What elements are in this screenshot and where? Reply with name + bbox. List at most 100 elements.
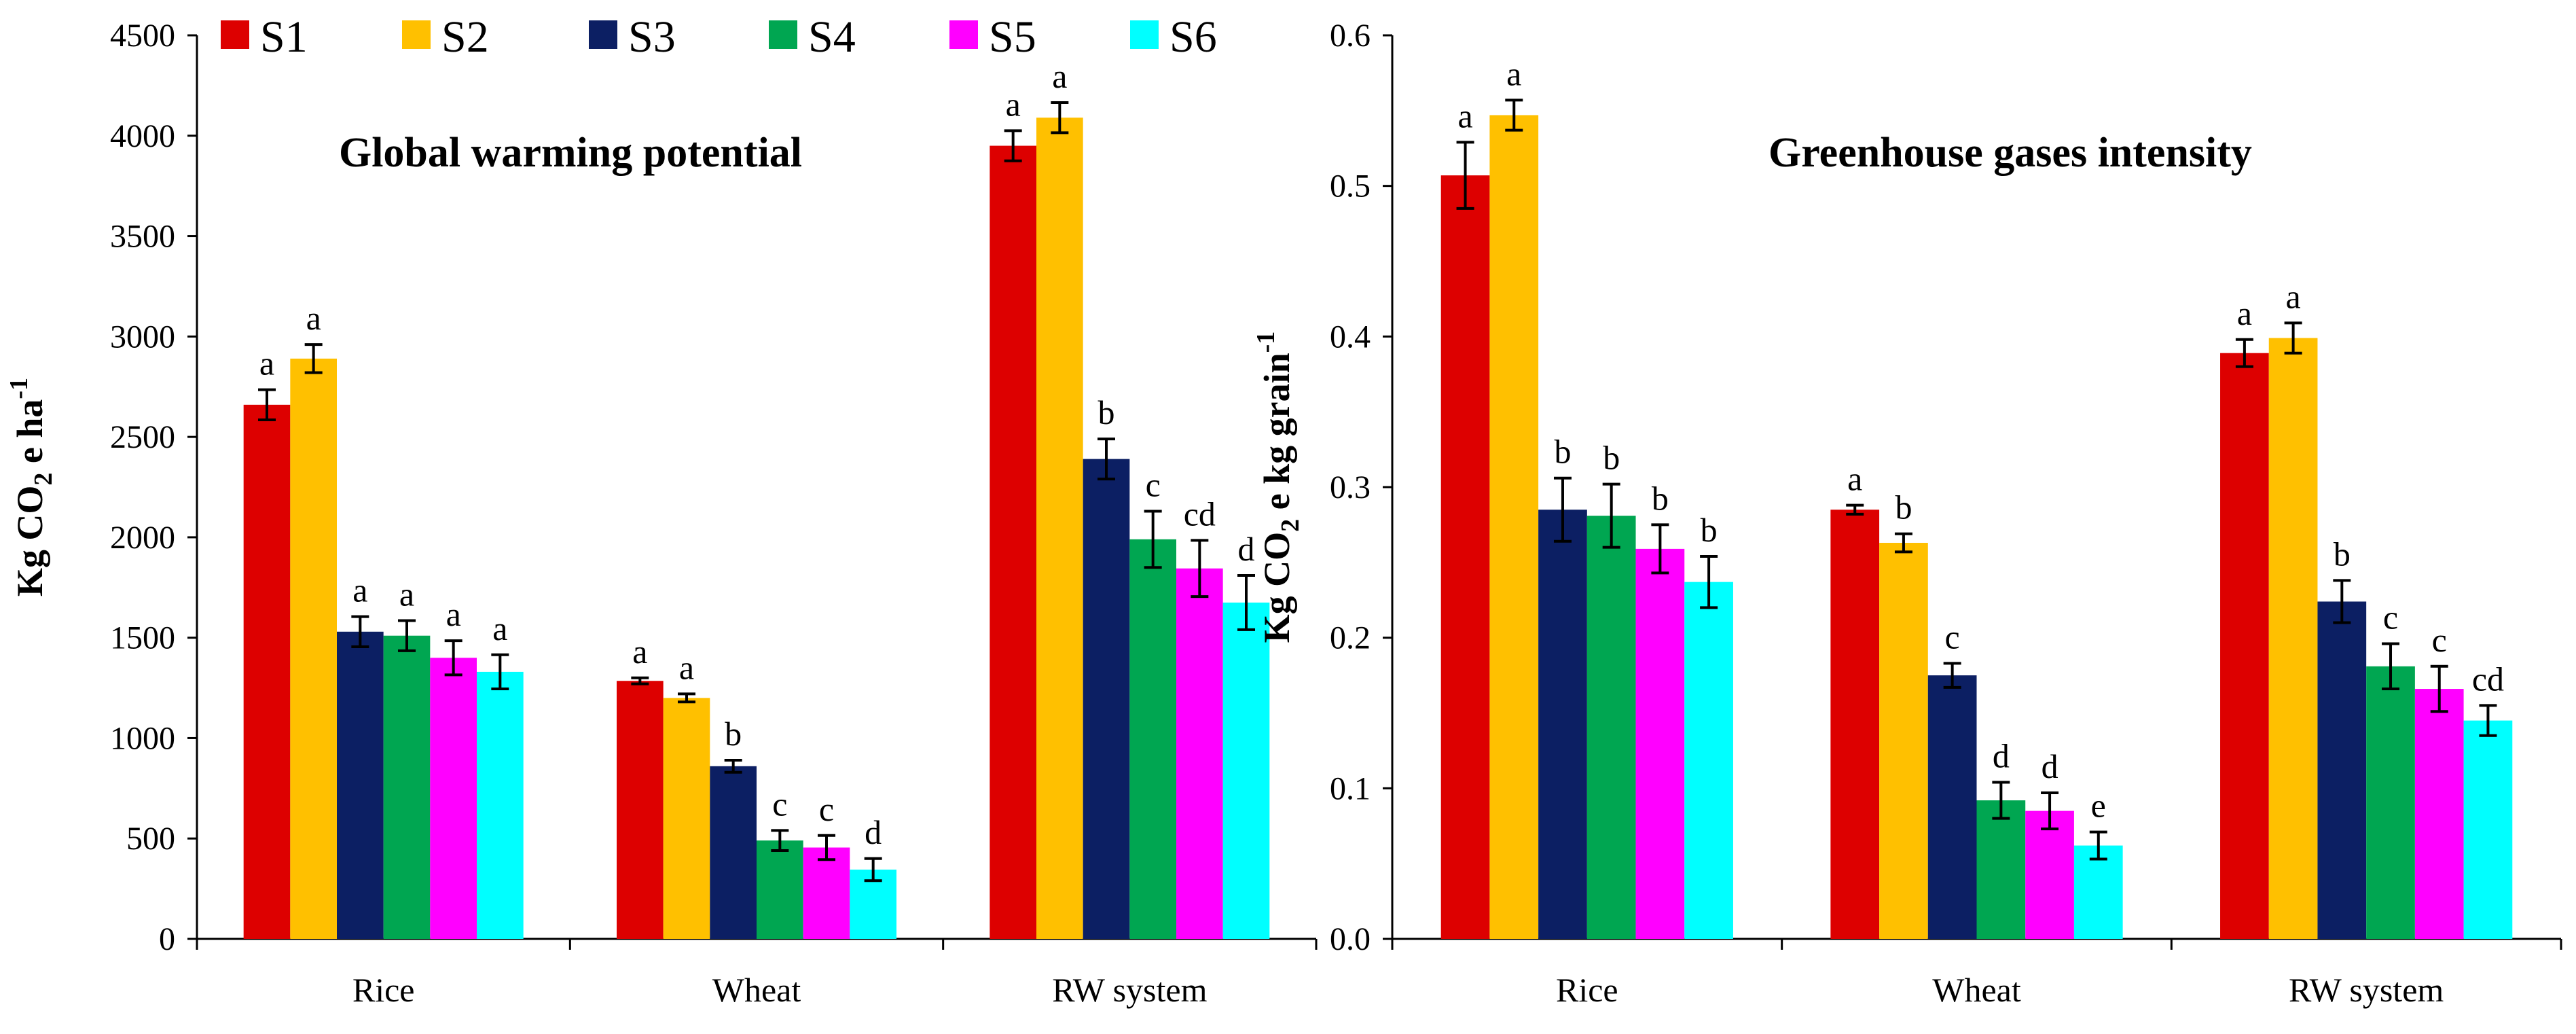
- bar-s3-rw-system: [1083, 459, 1130, 939]
- bar-s2-rw-system: [1036, 118, 1083, 940]
- legend-swatch-s1: [221, 20, 249, 49]
- significance-letter: a: [259, 344, 274, 382]
- legend-label-s2: S2: [441, 12, 489, 62]
- x-category-label: Wheat: [712, 971, 801, 1009]
- bar-s6-wheat: [2073, 845, 2123, 939]
- significance-letter: a: [1052, 57, 1067, 95]
- significance-letter: c: [2383, 599, 2398, 637]
- panel-global-warming-potential: 0 500 1000 1500 2000 2500 3000 3500 4000 4500 Rice…: [5, 18, 1318, 1009]
- y-tick-label: 500: [126, 821, 175, 857]
- y-tick-label: 0.5: [1330, 168, 1371, 204]
- significance-letter: e: [2091, 787, 2106, 825]
- bar-s1-wheat: [617, 681, 664, 939]
- bar-s6-rw-system: [2463, 720, 2513, 939]
- x-category-label: RW system: [1052, 971, 1207, 1009]
- significance-letter: b: [1554, 433, 1571, 471]
- bar-s3-wheat: [1927, 675, 1977, 939]
- y-tick-label: 3500: [110, 219, 175, 255]
- y-tick-label: 1500: [110, 620, 175, 656]
- bar-s2-wheat: [663, 698, 710, 939]
- y-tick-label: 0.4: [1330, 319, 1371, 355]
- bar-s6-rw-system: [1222, 602, 1270, 939]
- y-axis-title-superscript: -1: [1252, 332, 1280, 353]
- bar-s1-rice: [1440, 175, 1490, 939]
- significance-letter: b: [2334, 535, 2351, 573]
- significance-letter: d: [865, 813, 882, 851]
- significance-letter: a: [632, 632, 647, 671]
- bar-s4-rice: [383, 635, 431, 939]
- significance-letter: b: [1652, 479, 1669, 517]
- x-category-label: RW system: [2289, 971, 2444, 1009]
- significance-letter: a: [492, 609, 507, 647]
- y-axis-title: Kg CO2 e kg grain-1: [1252, 332, 1305, 643]
- bar-s5-rw-system: [2414, 689, 2464, 939]
- legend-swatch-s5: [949, 20, 978, 49]
- y-tick-label: 1000: [110, 720, 175, 756]
- y-axis-title-superscript: -1: [5, 378, 33, 399]
- bar-s6-rice: [1684, 582, 1733, 939]
- y-tick-label: 0.0: [1330, 921, 1371, 957]
- chart-title: Global warming potential: [339, 130, 802, 176]
- significance-letter: a: [679, 648, 694, 686]
- significance-letter: a: [1006, 85, 1021, 123]
- y-tick-label: 0: [159, 921, 175, 957]
- significance-letter: a: [446, 595, 461, 633]
- significance-letter: cd: [2472, 660, 2504, 698]
- significance-letter: a: [1847, 460, 1862, 498]
- y-axis-title-mid: e kg grain: [1256, 353, 1297, 519]
- significance-letter: c: [772, 785, 787, 823]
- significance-letter: a: [399, 575, 414, 613]
- bar-s4-wheat: [757, 840, 803, 939]
- bar-s6-rice: [477, 671, 524, 939]
- legend-label-s3: S3: [628, 12, 676, 62]
- bar-s3-rice: [1538, 510, 1587, 939]
- legend-swatch-s2: [402, 20, 431, 49]
- significance-letter: a: [352, 571, 367, 609]
- bar-s4-rice: [1586, 516, 1636, 939]
- bar-s2-rw-system: [2268, 338, 2318, 939]
- y-axis-title: Kg CO2 e ha-1: [5, 378, 58, 596]
- significance-letter: c: [1146, 465, 1161, 503]
- bar-s2-wheat: [1879, 543, 1928, 939]
- legend-label-s1: S1: [260, 12, 308, 62]
- y-tick-label: 3000: [110, 319, 175, 355]
- y-axis-title-mid: e ha: [10, 399, 50, 473]
- x-category-label: Wheat: [1932, 971, 2021, 1009]
- significance-letter: b: [1701, 511, 1718, 549]
- significance-letter: a: [306, 299, 321, 337]
- significance-letter: c: [1945, 618, 1960, 656]
- legend-label-s6: S6: [1169, 12, 1217, 62]
- y-tick-label: 0.2: [1330, 620, 1371, 656]
- significance-letter: a: [2237, 294, 2252, 332]
- bar-s3-rw-system: [2317, 601, 2367, 939]
- bar-s3-wheat: [710, 766, 757, 939]
- significance-letter: b: [725, 715, 742, 753]
- x-category-label: Rice: [352, 971, 415, 1009]
- bar-s5-wheat: [2025, 810, 2074, 939]
- significance-letter: c: [819, 790, 834, 828]
- bar-s4-rw-system: [2366, 666, 2415, 939]
- y-tick-label: 2500: [110, 419, 175, 455]
- bar-s4-rw-system: [1129, 539, 1176, 939]
- bar-s3-rice: [337, 631, 384, 939]
- legend-swatch-s4: [769, 20, 797, 49]
- bar-s1-rw-system: [990, 145, 1036, 940]
- significance-letter: a: [1457, 96, 1472, 135]
- legend-label-s5: S5: [989, 12, 1036, 62]
- x-category-label: Rice: [1556, 971, 1618, 1009]
- y-axis-title-main: Kg CO: [1256, 532, 1297, 643]
- y-axis-title-subscript: 2: [29, 473, 58, 486]
- y-tick-label: 0.6: [1330, 18, 1371, 54]
- significance-letter: a: [1506, 54, 1521, 92]
- significance-letter: b: [1603, 439, 1620, 477]
- y-tick-label: 4500: [110, 18, 175, 54]
- y-axis-title-main: Kg CO: [10, 486, 50, 597]
- bar-s1-rice: [243, 404, 291, 939]
- y-tick-label: 0.3: [1330, 469, 1371, 505]
- significance-letter: d: [1238, 530, 1255, 568]
- y-axis-title-subscript: 2: [1276, 519, 1305, 532]
- bar-s2-rice: [1489, 115, 1539, 939]
- legend: S1 S2 S3 S4 S5 S6: [221, 12, 1217, 62]
